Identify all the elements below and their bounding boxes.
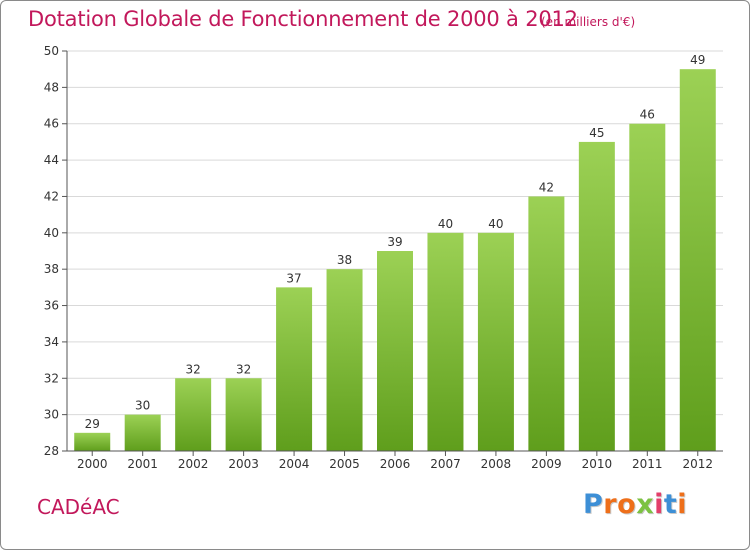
y-tick-label: 32 bbox=[44, 371, 59, 385]
logo-letter: r bbox=[603, 489, 618, 520]
y-tick-label: 38 bbox=[44, 262, 59, 276]
y-tick-label: 30 bbox=[44, 408, 59, 422]
labels: 28 30 32 34 36 38 40 42 44 46 48 50 29 2000 30 2001 32 20… bbox=[44, 44, 713, 471]
bar-2008 bbox=[477, 232, 514, 451]
x-tick-label-2007: 2007 bbox=[430, 457, 461, 471]
x-tick-label-2003: 2003 bbox=[228, 457, 259, 471]
value-label-2000: 29 bbox=[85, 417, 100, 431]
chart-title: Dotation Globale de Fonctionnement de 20… bbox=[28, 7, 578, 31]
bar-2006 bbox=[377, 251, 413, 451]
value-label-2003: 32 bbox=[236, 362, 251, 376]
y-tick-label: 42 bbox=[44, 189, 59, 203]
value-label-2012: 49 bbox=[690, 53, 705, 67]
value-label-2006: 39 bbox=[387, 235, 402, 249]
bar-2007 bbox=[427, 232, 464, 451]
y-tick-label: 50 bbox=[44, 44, 59, 58]
logo-letter: i bbox=[677, 489, 688, 520]
logo-letter: i bbox=[654, 489, 664, 520]
value-label-2009: 42 bbox=[539, 180, 554, 194]
value-label-2004: 37 bbox=[286, 271, 301, 285]
bar-2011 bbox=[629, 123, 666, 452]
x-tick-label-2004: 2004 bbox=[279, 457, 310, 471]
proxiti-logo: Proxiti bbox=[583, 489, 687, 520]
bar-2010 bbox=[578, 141, 615, 451]
commune-name: CADéAC bbox=[37, 495, 120, 519]
value-label-2002: 32 bbox=[186, 362, 201, 376]
y-tick-label: 36 bbox=[44, 299, 59, 313]
bar-2012 bbox=[679, 69, 716, 451]
y-tick-label: 28 bbox=[44, 444, 59, 458]
axes bbox=[62, 50, 723, 456]
x-tick-label-2010: 2010 bbox=[582, 457, 613, 471]
bar-2000 bbox=[74, 432, 111, 451]
x-tick-label-2012: 2012 bbox=[682, 457, 713, 471]
x-tick-label-2001: 2001 bbox=[127, 457, 158, 471]
logo-letter: P bbox=[583, 489, 604, 520]
chart-subtitle: (en milliers d'€) bbox=[541, 15, 636, 29]
bar-2004 bbox=[276, 287, 313, 451]
bar-2005 bbox=[326, 269, 363, 451]
value-label-2005: 38 bbox=[337, 253, 352, 267]
logo-letter: t bbox=[663, 489, 678, 520]
value-label-2001: 30 bbox=[135, 399, 150, 413]
x-tick-label-2006: 2006 bbox=[380, 457, 411, 471]
bar-2009 bbox=[528, 196, 565, 451]
y-tick-label: 34 bbox=[44, 335, 59, 349]
y-tick-label: 40 bbox=[44, 226, 59, 240]
x-tick-label-2011: 2011 bbox=[632, 457, 663, 471]
y-tick-label: 44 bbox=[44, 153, 59, 167]
value-label-2011: 46 bbox=[640, 108, 655, 122]
x-tick-label-2002: 2002 bbox=[178, 457, 209, 471]
y-tick-label: 46 bbox=[44, 117, 59, 131]
logo-letter: o bbox=[617, 489, 637, 520]
x-tick-label-2008: 2008 bbox=[481, 457, 512, 471]
y-tick-label: 48 bbox=[44, 80, 59, 94]
bar-series bbox=[74, 69, 716, 452]
value-label-2008: 40 bbox=[488, 217, 503, 231]
bar-2002 bbox=[175, 378, 212, 451]
bar-2001 bbox=[124, 414, 161, 451]
x-tick-label-2005: 2005 bbox=[329, 457, 360, 471]
value-label-2007: 40 bbox=[438, 217, 453, 231]
value-label-2010: 45 bbox=[589, 126, 604, 140]
x-tick-label-2009: 2009 bbox=[531, 457, 562, 471]
bar-2003 bbox=[225, 378, 262, 451]
x-tick-label-2000: 2000 bbox=[77, 457, 108, 471]
logo-letter: x bbox=[636, 489, 655, 520]
